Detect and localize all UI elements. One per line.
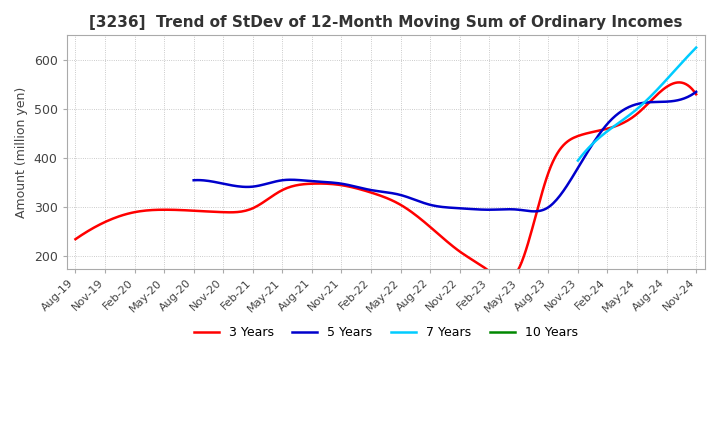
7 Years <box>646 94 654 99</box>
5 Years <box>531 209 539 214</box>
3 Years <box>71 237 80 242</box>
5 Years <box>488 207 497 213</box>
Y-axis label: Amount (million yen): Amount (million yen) <box>15 86 28 218</box>
7 Years <box>574 158 582 163</box>
Legend: 3 Years, 5 Years, 7 Years, 10 Years: 3 Years, 5 Years, 7 Years, 10 Years <box>189 321 583 344</box>
7 Years <box>644 96 652 101</box>
3 Years <box>636 109 644 114</box>
5 Years <box>191 177 199 183</box>
3 Years <box>73 235 82 240</box>
Line: 3 Years: 3 Years <box>76 82 696 280</box>
7 Years <box>574 158 582 163</box>
3 Years <box>692 92 701 97</box>
Line: 5 Years: 5 Years <box>194 92 696 211</box>
3 Years <box>451 246 459 251</box>
7 Years <box>692 45 701 50</box>
3 Years <box>675 80 684 85</box>
3 Years <box>596 128 605 133</box>
3 Years <box>501 278 510 283</box>
5 Years <box>487 207 495 213</box>
7 Years <box>680 57 689 62</box>
3 Years <box>438 235 447 241</box>
5 Years <box>647 99 655 105</box>
3 Years <box>441 237 449 242</box>
Line: 7 Years: 7 Years <box>578 48 696 161</box>
Title: [3236]  Trend of StDev of 12-Month Moving Sum of Ordinary Incomes: [3236] Trend of StDev of 12-Month Moving… <box>89 15 683 30</box>
5 Years <box>692 89 701 95</box>
5 Years <box>614 110 623 116</box>
5 Years <box>189 178 198 183</box>
5 Years <box>497 207 505 212</box>
7 Years <box>673 65 682 70</box>
7 Years <box>644 96 652 102</box>
